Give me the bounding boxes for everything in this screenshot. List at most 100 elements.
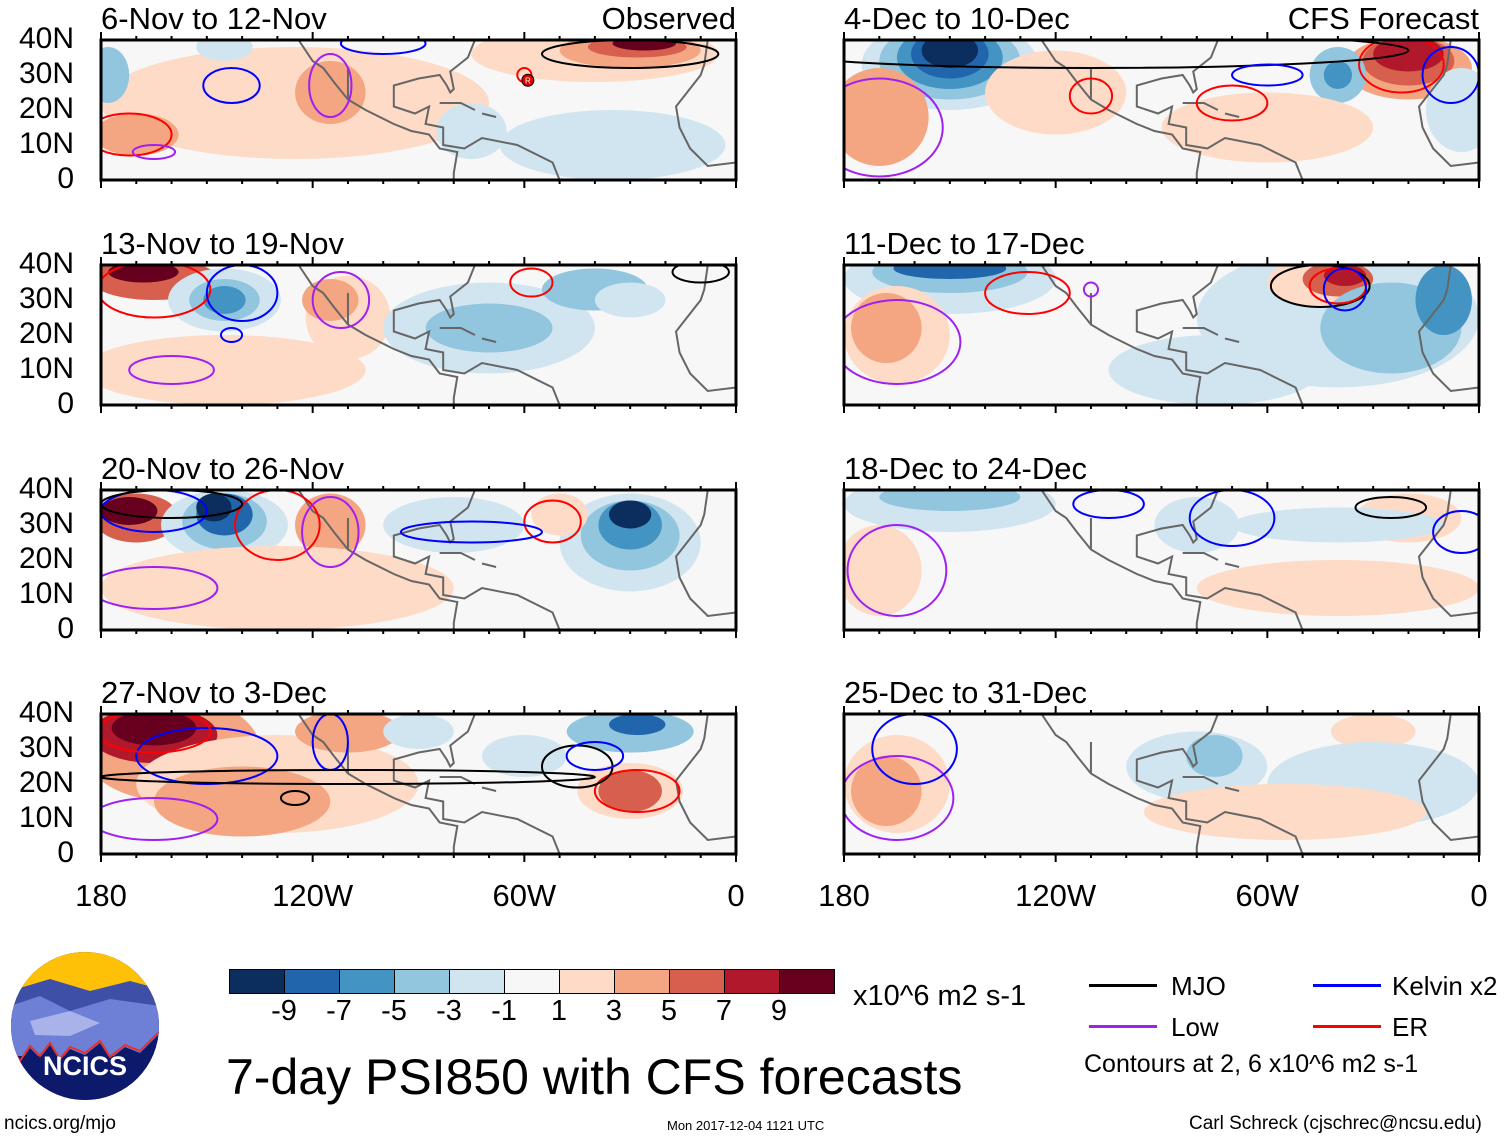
wave-contour (565, 741, 625, 771)
wave-contour (844, 40, 1410, 69)
wave-contour (844, 299, 962, 385)
panel-source-label: CFS Forecast (1287, 1, 1479, 36)
figure-title: 7-day PSI850 with CFS forecasts (226, 1049, 963, 1105)
coastline (1040, 490, 1202, 630)
storm-marker-icon: R (521, 73, 535, 87)
coastline (1224, 112, 1240, 118)
wave-contour (101, 490, 244, 519)
y-tick-label: 40N (18, 696, 74, 729)
legend-mjo-label: MJO (1171, 971, 1226, 1001)
anomaly-shading (1426, 68, 1479, 152)
anomaly-shading (203, 286, 246, 314)
anomaly-shading (101, 335, 366, 405)
map-panel (842, 482, 1481, 638)
wave-contour (311, 271, 371, 329)
anomaly-shading (1143, 784, 1427, 840)
anomaly-shading (893, 265, 1007, 279)
wave-contour (128, 355, 215, 385)
anomaly-shading (108, 265, 179, 283)
anomaly-shading (1373, 40, 1444, 72)
wave-contour (984, 271, 1071, 315)
anomaly-shading (531, 493, 588, 536)
y-tick-label: 0 (57, 836, 74, 869)
anomaly-shading (499, 110, 726, 180)
anomaly-shading (302, 279, 359, 321)
colorbar-swatch (615, 970, 670, 993)
wave-contour (846, 524, 948, 617)
wave-contour (1231, 63, 1304, 87)
colorbar-swatch (285, 970, 340, 993)
y-tick-label: 20N (18, 766, 74, 799)
y-tick-label: 30N (18, 282, 74, 315)
wave-contour (279, 790, 311, 806)
coastline (1417, 490, 1479, 618)
wave-contour (202, 67, 261, 104)
y-tick-label: 10N (18, 127, 74, 160)
wave-contour (234, 490, 321, 561)
colorbar-label: -5 (381, 995, 407, 1027)
coastline (1224, 786, 1240, 792)
anomaly-shading (851, 756, 922, 826)
y-tick-label: 30N (18, 507, 74, 540)
wave-contour (1358, 40, 1445, 94)
coastline (297, 265, 459, 405)
legend-low-line (1089, 1025, 1157, 1028)
colorbar-swatch (725, 970, 780, 993)
anomaly-shading (851, 293, 922, 363)
wave-contour (1432, 510, 1479, 554)
coastline (392, 265, 561, 405)
coastline (1182, 776, 1219, 785)
wave-contour (509, 267, 554, 298)
colorbar-label: -7 (326, 995, 352, 1027)
anomaly-shading (425, 303, 553, 353)
anomaly-shading (436, 103, 507, 159)
colorbar-swatch (780, 970, 834, 993)
panel-title: 11-Dec to 17-Dec (844, 226, 1085, 261)
coastline (439, 776, 476, 785)
legend-er-label: ER (1392, 1012, 1429, 1042)
coastline (1417, 714, 1479, 842)
anomaly-shading (879, 490, 1021, 511)
y-tick-label: 20N (18, 317, 74, 350)
x-tick-label: 0 (727, 878, 745, 913)
x-tick-label: 0 (1470, 878, 1488, 913)
colorbar-swatch (450, 970, 505, 993)
wave-contour (131, 144, 177, 160)
wave-contour (844, 77, 944, 178)
wave-contour (308, 53, 353, 118)
panel-title: 18-Dec to 24-Dec (844, 451, 1087, 486)
wave-contour (1188, 490, 1276, 547)
wave-contour (205, 265, 279, 322)
anomaly-shading (844, 525, 922, 616)
coastline (481, 562, 497, 568)
legend-kelvin-label: Kelvin x2 (1392, 971, 1498, 1001)
wave-contour (1072, 490, 1145, 519)
anomaly-shading (609, 714, 666, 735)
anomaly-shading (1186, 735, 1243, 777)
wave-contour (523, 499, 582, 544)
coastline (1182, 102, 1219, 111)
colorbar-label: 3 (605, 995, 623, 1027)
legend-er-line (1313, 1025, 1381, 1028)
anomaly-shading (101, 47, 490, 159)
anomaly-shading (101, 497, 158, 525)
coastline (1135, 714, 1304, 854)
anomaly-shading (101, 546, 454, 630)
y-tick-label: 0 (57, 612, 74, 645)
wave-contour (101, 112, 173, 157)
coastline (1040, 714, 1202, 854)
anomaly-shading (594, 282, 666, 318)
anomaly-shading (921, 40, 979, 68)
coastline (392, 490, 561, 630)
anomaly-shading (383, 714, 454, 749)
colorbar-swatch (395, 970, 450, 993)
contour-note: Contours at 2, 6 x10^6 m2 s-1 (1084, 1050, 1419, 1078)
footer-url[interactable]: ncics.org/mjo (4, 1113, 116, 1134)
wave-contour (101, 490, 208, 533)
ncics-logo: NCICS (11, 952, 159, 1100)
coastline (1135, 40, 1304, 180)
wave-contour (101, 265, 212, 319)
legend-low-label: Low (1171, 1012, 1219, 1042)
panel-title: 20-Nov to 26-Nov (101, 451, 344, 486)
y-tick-label: 40N (18, 247, 74, 280)
